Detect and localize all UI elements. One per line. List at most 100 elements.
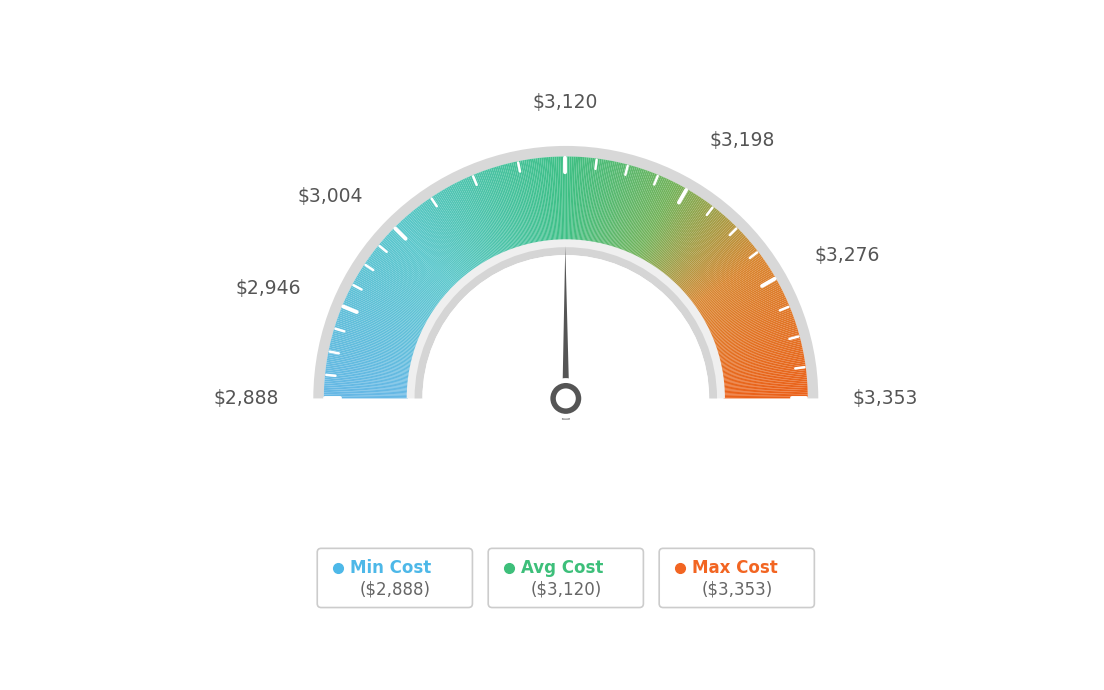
Wedge shape bbox=[527, 159, 541, 243]
Wedge shape bbox=[694, 259, 765, 308]
FancyBboxPatch shape bbox=[317, 549, 473, 607]
Wedge shape bbox=[326, 368, 410, 380]
Wedge shape bbox=[669, 216, 725, 280]
Text: Max Cost: Max Cost bbox=[692, 559, 778, 577]
Wedge shape bbox=[340, 309, 420, 342]
Wedge shape bbox=[423, 255, 709, 398]
Wedge shape bbox=[723, 380, 807, 387]
Wedge shape bbox=[708, 292, 784, 330]
Wedge shape bbox=[325, 382, 408, 388]
Wedge shape bbox=[668, 215, 724, 279]
Wedge shape bbox=[329, 348, 412, 366]
Wedge shape bbox=[619, 170, 649, 250]
Wedge shape bbox=[486, 170, 514, 250]
Wedge shape bbox=[716, 329, 798, 355]
Wedge shape bbox=[354, 279, 428, 322]
Text: $2,888: $2,888 bbox=[214, 389, 279, 408]
Wedge shape bbox=[428, 198, 477, 268]
Wedge shape bbox=[346, 297, 423, 333]
Wedge shape bbox=[532, 159, 544, 242]
Wedge shape bbox=[327, 362, 410, 376]
Wedge shape bbox=[323, 391, 408, 395]
Wedge shape bbox=[720, 349, 803, 368]
Wedge shape bbox=[466, 177, 502, 255]
Wedge shape bbox=[365, 261, 436, 310]
Wedge shape bbox=[710, 299, 787, 335]
Wedge shape bbox=[371, 253, 439, 305]
Wedge shape bbox=[690, 250, 758, 303]
Wedge shape bbox=[404, 217, 461, 281]
Wedge shape bbox=[616, 169, 644, 249]
Wedge shape bbox=[722, 364, 806, 377]
Wedge shape bbox=[672, 219, 730, 282]
Wedge shape bbox=[594, 160, 612, 244]
Wedge shape bbox=[722, 368, 806, 380]
Wedge shape bbox=[332, 333, 414, 357]
Wedge shape bbox=[484, 170, 513, 250]
Wedge shape bbox=[723, 375, 807, 385]
Wedge shape bbox=[679, 230, 741, 290]
Wedge shape bbox=[627, 175, 662, 254]
Wedge shape bbox=[630, 178, 667, 255]
Wedge shape bbox=[335, 326, 415, 352]
Wedge shape bbox=[591, 159, 605, 243]
Wedge shape bbox=[400, 221, 458, 284]
Wedge shape bbox=[360, 270, 432, 316]
Wedge shape bbox=[422, 203, 473, 271]
Wedge shape bbox=[414, 208, 468, 275]
Wedge shape bbox=[489, 168, 517, 248]
Wedge shape bbox=[412, 210, 466, 277]
FancyBboxPatch shape bbox=[488, 549, 644, 607]
Circle shape bbox=[548, 381, 584, 416]
Wedge shape bbox=[392, 228, 454, 288]
Wedge shape bbox=[374, 248, 442, 302]
Wedge shape bbox=[720, 344, 802, 364]
Wedge shape bbox=[691, 252, 760, 304]
Wedge shape bbox=[325, 380, 408, 387]
Wedge shape bbox=[551, 157, 558, 241]
Wedge shape bbox=[439, 191, 485, 264]
Wedge shape bbox=[703, 279, 777, 322]
Wedge shape bbox=[687, 243, 752, 298]
Wedge shape bbox=[328, 351, 411, 369]
Wedge shape bbox=[333, 329, 415, 355]
Wedge shape bbox=[503, 164, 527, 246]
Wedge shape bbox=[408, 213, 465, 279]
Wedge shape bbox=[500, 165, 524, 246]
Wedge shape bbox=[469, 175, 505, 254]
Wedge shape bbox=[370, 255, 439, 306]
Wedge shape bbox=[670, 217, 728, 281]
Wedge shape bbox=[570, 157, 573, 241]
Wedge shape bbox=[667, 213, 723, 279]
Wedge shape bbox=[492, 167, 519, 248]
Polygon shape bbox=[562, 246, 570, 420]
Wedge shape bbox=[323, 393, 408, 396]
Wedge shape bbox=[335, 327, 415, 353]
Wedge shape bbox=[341, 308, 420, 340]
Wedge shape bbox=[723, 382, 807, 388]
Wedge shape bbox=[637, 183, 678, 258]
Wedge shape bbox=[498, 166, 523, 247]
Wedge shape bbox=[386, 234, 450, 292]
Wedge shape bbox=[723, 383, 807, 390]
Wedge shape bbox=[478, 172, 510, 251]
Wedge shape bbox=[556, 157, 561, 241]
Wedge shape bbox=[369, 256, 438, 306]
Wedge shape bbox=[723, 374, 807, 384]
Wedge shape bbox=[406, 239, 725, 398]
Text: ($3,120): ($3,120) bbox=[530, 580, 602, 598]
Wedge shape bbox=[338, 317, 417, 346]
Wedge shape bbox=[413, 210, 467, 276]
Wedge shape bbox=[657, 201, 707, 270]
Wedge shape bbox=[343, 302, 421, 337]
Wedge shape bbox=[346, 295, 423, 333]
Text: $3,120: $3,120 bbox=[532, 92, 597, 112]
Wedge shape bbox=[620, 171, 651, 250]
Wedge shape bbox=[722, 370, 806, 381]
Wedge shape bbox=[613, 167, 639, 248]
Wedge shape bbox=[723, 395, 808, 397]
Wedge shape bbox=[718, 331, 798, 355]
Wedge shape bbox=[381, 241, 446, 297]
Wedge shape bbox=[453, 184, 493, 259]
Wedge shape bbox=[541, 157, 551, 241]
